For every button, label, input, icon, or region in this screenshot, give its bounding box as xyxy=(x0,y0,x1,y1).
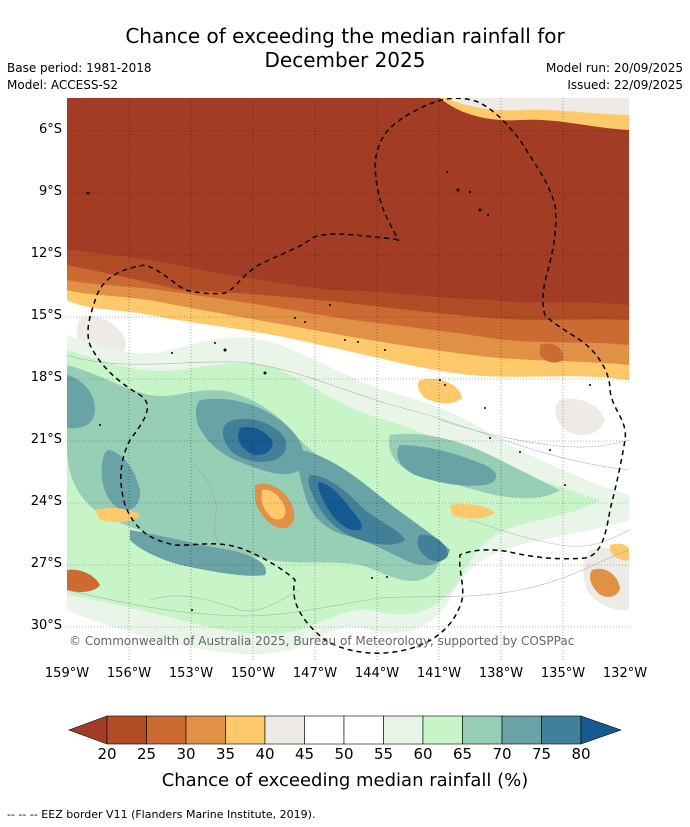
model-run: Model run: 20/09/2025 xyxy=(545,61,683,75)
colorbar-segment xyxy=(225,715,266,745)
copyright-notice: © Commonwealth of Australia 2025, Bureau… xyxy=(69,634,575,648)
lon-tick-label: 144°W xyxy=(354,666,400,681)
colorbar-segment xyxy=(343,715,384,745)
lat-tick-label: 27°S xyxy=(30,556,62,571)
colorbar-tick-label: 25 xyxy=(136,745,157,763)
lon-tick-label: 141°W xyxy=(416,666,462,681)
colorbar-tick-label: 55 xyxy=(373,745,394,763)
colorbar-high-arrow xyxy=(580,715,622,745)
colorbar-tick-label: 80 xyxy=(571,745,591,763)
rainfall-field xyxy=(67,98,629,660)
colorbar-tick-label: 75 xyxy=(531,745,552,763)
issued-date: Issued: 22/09/2025 xyxy=(567,78,683,92)
colorbar-segment xyxy=(264,715,305,745)
colorbar-tick-label: 50 xyxy=(334,745,354,763)
lat-tick-label: 30°S xyxy=(30,618,62,633)
colorbar-tick-label: 30 xyxy=(176,745,196,763)
lon-tick-label: 135°W xyxy=(540,666,586,681)
colorbar-tick-label: 65 xyxy=(452,745,473,763)
base-period: Base period: 1981-2018 xyxy=(7,61,152,75)
colorbar-segment xyxy=(146,715,187,745)
colorbar-segment xyxy=(541,715,582,745)
colorbar-title: Chance of exceeding median rainfall (%) xyxy=(161,770,529,791)
map-title-line2: December 2025 xyxy=(264,48,426,72)
lon-tick-label: 159°W xyxy=(44,666,90,681)
lat-tick-label: 18°S xyxy=(30,370,62,385)
colorbar-segment xyxy=(304,715,345,745)
map-title-line1: Chance of exceeding the median rainfall … xyxy=(125,24,565,48)
colorbar-tick-label: 40 xyxy=(255,745,275,763)
colorbar-segment xyxy=(106,715,147,745)
model-name: Model: ACCESS-S2 xyxy=(7,78,119,92)
colorbar-segment xyxy=(462,715,503,745)
colorbar-tick-label: 35 xyxy=(215,745,236,763)
lon-tick-label: 138°W xyxy=(478,666,524,681)
colorbar-low-arrow xyxy=(68,715,108,745)
colorbar-tick-label: 45 xyxy=(294,745,315,763)
lon-tick-label: 132°W xyxy=(602,666,648,681)
eez-legend-footer: -- -- -- EEZ border V11 (Flanders Marine… xyxy=(7,808,316,821)
lat-tick-label: 24°S xyxy=(30,494,62,509)
colorbar-segment xyxy=(185,715,226,745)
lat-tick-label: 12°S xyxy=(30,246,62,261)
lat-tick-label: 6°S xyxy=(38,122,62,137)
colorbar-segment xyxy=(383,715,424,745)
lon-tick-label: 156°W xyxy=(106,666,152,681)
lat-tick-label: 21°S xyxy=(30,432,62,447)
colorbar-tick-label: 20 xyxy=(97,745,117,763)
colorbar-segment xyxy=(422,715,463,745)
lat-tick-label: 9°S xyxy=(38,184,62,199)
colorbar-tick-label: 70 xyxy=(492,745,512,763)
colorbar-tick-label: 60 xyxy=(413,745,433,763)
colorbar xyxy=(68,715,622,745)
lat-tick-label: 15°S xyxy=(30,308,62,323)
colorbar-segment xyxy=(501,715,542,745)
lon-tick-label: 150°W xyxy=(230,666,276,681)
lon-tick-label: 147°W xyxy=(292,666,338,681)
lon-tick-label: 153°W xyxy=(168,666,214,681)
